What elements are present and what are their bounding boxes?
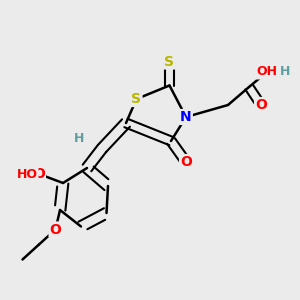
Text: O: O bbox=[255, 98, 267, 112]
Text: HO: HO bbox=[16, 167, 38, 181]
Text: H: H bbox=[74, 131, 85, 145]
Text: OH: OH bbox=[256, 65, 278, 79]
Text: N: N bbox=[180, 110, 192, 124]
Text: S: S bbox=[164, 55, 175, 68]
Text: O: O bbox=[50, 223, 61, 236]
Text: S: S bbox=[131, 92, 142, 106]
Text: O: O bbox=[180, 155, 192, 169]
Text: O: O bbox=[33, 167, 45, 181]
Text: H: H bbox=[280, 65, 290, 79]
